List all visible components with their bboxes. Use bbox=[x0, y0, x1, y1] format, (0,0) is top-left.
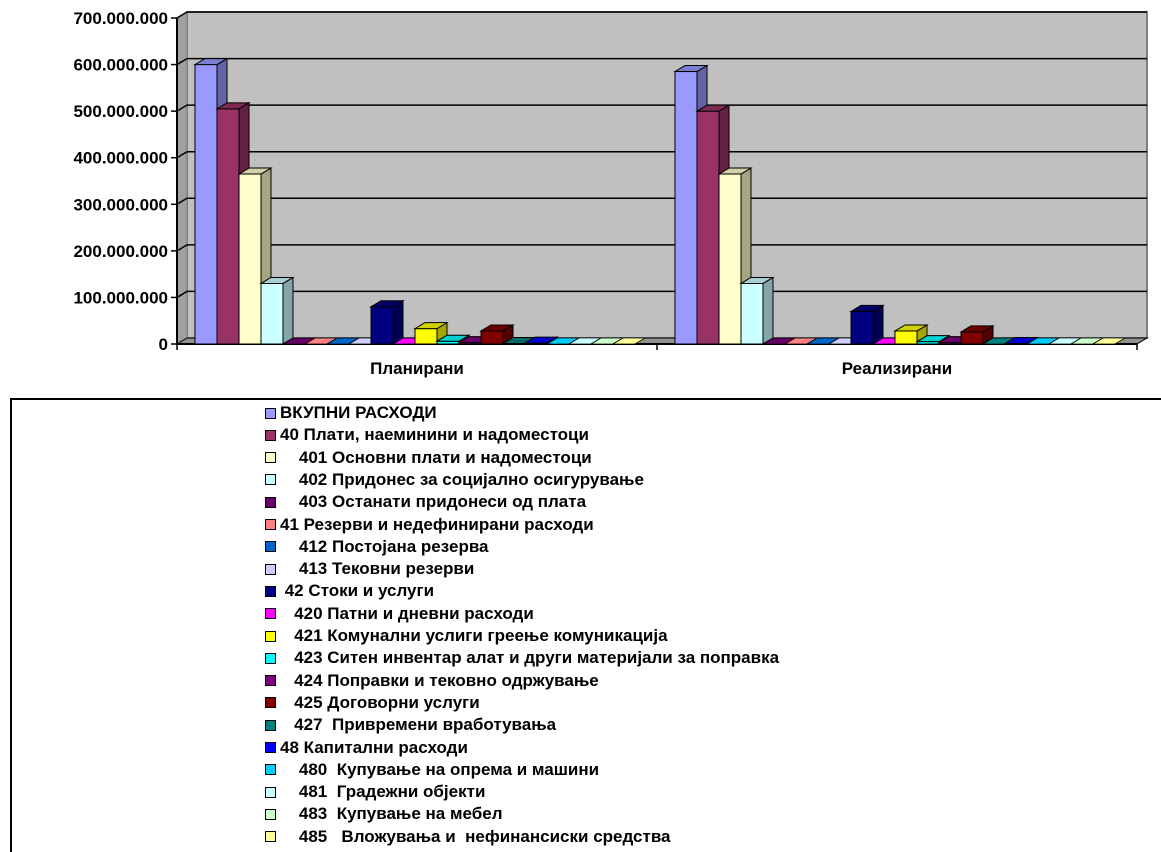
legend-label: 481 Градежни објекти bbox=[280, 782, 486, 802]
legend-label: 42 Стоки и услуги bbox=[280, 581, 435, 601]
y-tick-label: 0 bbox=[159, 335, 168, 354]
bar bbox=[479, 324, 515, 345]
legend-swatch bbox=[265, 563, 276, 575]
bars bbox=[193, 57, 1127, 345]
legend-item: 423 Ситен инвентар алат и други материја… bbox=[265, 647, 779, 669]
gridline bbox=[176, 290, 1147, 299]
y-axis: 0 100.000.000 200.000.000 300.000.000 400.00… bbox=[73, 9, 178, 354]
legend-label: 413 Тековни резерви bbox=[280, 559, 475, 579]
legend-label: 401 Основни плати и надоместоци bbox=[280, 447, 592, 467]
legend-item: 481 Градежни објекти bbox=[265, 781, 485, 803]
legend-label: 424 Поправки и тековно одржување bbox=[280, 670, 599, 690]
chart-walls bbox=[175, 11, 1149, 345]
chart: 0 100.000.000 200.000.000 300.000.000 400.00… bbox=[73, 9, 1149, 378]
legend-item: 42 Стоки и услуги bbox=[265, 580, 434, 602]
legend-swatch bbox=[265, 786, 276, 798]
legend-swatch bbox=[265, 675, 276, 687]
bar bbox=[739, 276, 775, 345]
y-tick-label: 500.000.000 bbox=[73, 102, 168, 121]
legend-label: 485 Вложувања и нефинансиски средства bbox=[280, 826, 671, 846]
legend-swatch bbox=[265, 630, 276, 642]
legend-item: 40 Плати, наеминини и надоместоци bbox=[265, 424, 589, 446]
gridline bbox=[176, 150, 1147, 159]
legend-swatch bbox=[265, 429, 276, 441]
gridline bbox=[176, 57, 1147, 66]
legend-label: 403 Останати придонеси од плата bbox=[280, 492, 587, 512]
x-category-label: Реализирани bbox=[842, 359, 953, 378]
legend-swatch bbox=[265, 585, 276, 597]
x-axis: Планирани Реализирани bbox=[176, 343, 1138, 378]
legend-label: 425 Договорни услуги bbox=[280, 692, 480, 712]
legend-swatch bbox=[265, 608, 276, 620]
legend-swatch bbox=[265, 831, 276, 843]
legend-item: 427 Привремени вработувања bbox=[265, 714, 556, 736]
legend-item: 420 Патни и дневни расходи bbox=[265, 603, 534, 625]
legend-swatch bbox=[265, 652, 276, 664]
legend-label: 40 Плати, наеминини и надоместоци bbox=[280, 425, 589, 445]
legend-item: 421 Комунални услиги греење комуникација bbox=[265, 625, 668, 647]
legend-item: 424 Поправки и тековно одржување bbox=[265, 670, 599, 692]
legend-label: 41 Резерви и недефинирани расходи bbox=[280, 514, 594, 534]
legend-label: 480 Купување на опрема и машини bbox=[280, 759, 600, 779]
bar bbox=[1091, 337, 1127, 345]
gridlines bbox=[176, 11, 1147, 299]
legend-swatch bbox=[265, 452, 276, 464]
bar bbox=[611, 337, 647, 345]
legend-item: ВКУПНИ РАСХОДИ bbox=[265, 402, 437, 424]
legend-item: 403 Останати придонеси од плата bbox=[265, 491, 586, 513]
legend-label: 421 Комунални услиги греење комуникација bbox=[280, 626, 668, 645]
legend-item: 425 Договорни услуги bbox=[265, 692, 480, 714]
legend-swatch bbox=[265, 697, 276, 709]
legend-label: 427 Привремени вработувања bbox=[280, 715, 557, 735]
bar bbox=[259, 276, 295, 345]
legend-label: 483 Купување на мебел bbox=[280, 804, 503, 824]
bar bbox=[369, 299, 405, 345]
y-tick-label: 200.000.000 bbox=[73, 242, 168, 261]
gridline bbox=[176, 244, 1147, 252]
legend-label: ВКУПНИ РАСХОДИ bbox=[280, 403, 437, 422]
legend-item: 402 Придонес за социјално осигурување bbox=[265, 469, 644, 491]
legend-swatch bbox=[265, 496, 276, 508]
legend-swatch bbox=[265, 719, 276, 731]
y-tick-label: 400.000.000 bbox=[73, 149, 168, 168]
y-tick-label: 600.000.000 bbox=[73, 56, 168, 75]
legend-label: 420 Патни и дневни расходи bbox=[280, 603, 534, 623]
legend-swatch bbox=[265, 764, 276, 776]
legend-swatch bbox=[265, 474, 276, 486]
y-tick-label: 700.000.000 bbox=[73, 9, 168, 28]
legend-item: 41 Резерви и недефинирани расходи bbox=[265, 514, 594, 536]
legend-item: 485 Вложувања и нефинансиски средства bbox=[265, 826, 671, 848]
gridline bbox=[176, 197, 1147, 205]
legend-item: 483 Купување на мебел bbox=[265, 803, 503, 825]
legend-item: 401 Основни плати и надоместоци bbox=[265, 447, 592, 469]
legend-swatch bbox=[265, 519, 276, 530]
gridline bbox=[176, 104, 1147, 112]
legend-swatch bbox=[265, 742, 276, 753]
legend-item: 413 Тековни резерви bbox=[265, 558, 474, 580]
legend-swatch bbox=[265, 808, 276, 820]
legend-item: 412 Постојана резерва bbox=[265, 536, 489, 558]
legend-swatch bbox=[265, 407, 276, 419]
legend-label: 402 Придонес за социјално осигурување bbox=[280, 469, 644, 489]
legend-item: 480 Купување на опрема и машини bbox=[265, 759, 599, 781]
legend-label: 412 Постојана резерва bbox=[280, 536, 489, 556]
gridline bbox=[176, 11, 1147, 19]
legend: ВКУПНИ РАСХОДИ 40 Плати, наеминини и надо… bbox=[10, 398, 1161, 852]
legend-swatch bbox=[265, 541, 276, 553]
y-tick-label: 300.000.000 bbox=[73, 195, 168, 214]
x-category-label: Планирани bbox=[370, 359, 464, 378]
legend-item: 48 Капитални расходи bbox=[265, 737, 468, 759]
bar bbox=[849, 304, 885, 345]
legend-label: 423 Ситен инвентар алат и други материја… bbox=[280, 648, 780, 668]
legend-label: 48 Капитални расходи bbox=[280, 737, 468, 757]
y-tick-label: 100.000.000 bbox=[73, 288, 168, 307]
